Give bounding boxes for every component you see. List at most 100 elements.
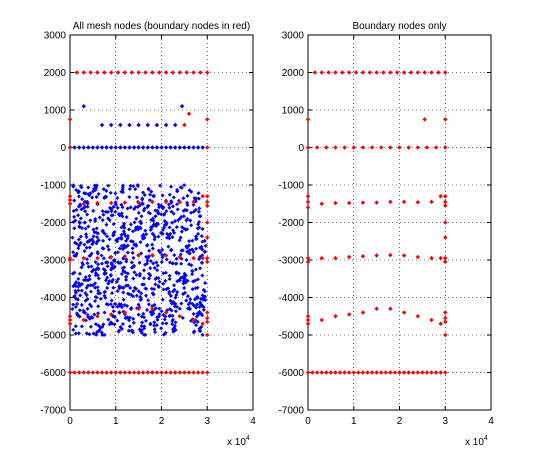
y-tick-label: -6000: [278, 368, 304, 379]
data-point: [424, 145, 430, 150]
y-tick-label: -4000: [278, 293, 304, 304]
data-point: [76, 288, 81, 293]
x-tick-label: 2: [397, 416, 403, 427]
data-point: [136, 122, 141, 128]
data-point: [102, 70, 107, 75]
data-point: [168, 370, 173, 375]
data-point: [202, 238, 207, 243]
data-point: [97, 215, 102, 220]
data-point: [305, 199, 311, 205]
data-point: [388, 70, 393, 75]
data-point: [121, 297, 126, 302]
data-point: [205, 315, 210, 321]
data-point: [94, 183, 99, 188]
data-point: [176, 271, 181, 276]
data-point: [443, 220, 448, 225]
data-point: [369, 370, 375, 375]
data-point: [134, 195, 139, 200]
data-point: [103, 278, 108, 283]
data-point: [148, 259, 153, 264]
data-point: [374, 70, 379, 75]
data-point: [175, 187, 180, 192]
data-point: [148, 227, 153, 232]
data-point: [88, 324, 93, 329]
data-point: [443, 194, 448, 199]
data-point: [169, 184, 174, 189]
data-point: [192, 297, 197, 302]
data-point: [200, 273, 205, 278]
data-point: [83, 278, 88, 283]
data-point: [91, 331, 96, 336]
data-point: [200, 303, 205, 308]
data-point: [201, 307, 206, 312]
data-point: [82, 220, 87, 225]
data-point: [99, 122, 105, 128]
data-point: [167, 314, 172, 319]
data-point: [163, 70, 169, 75]
data-point: [87, 245, 92, 250]
data-point: [173, 328, 178, 333]
data-point: [333, 370, 338, 375]
data-point: [72, 370, 77, 375]
data-point: [152, 237, 157, 242]
data-point: [324, 370, 329, 375]
data-point: [130, 246, 135, 251]
data-point: [142, 324, 147, 329]
data-point: [195, 285, 200, 290]
data-point: [169, 301, 174, 306]
data-point: [381, 70, 386, 75]
data-point: [140, 320, 145, 325]
data-point: [127, 194, 132, 199]
data-point: [130, 239, 135, 244]
data-point: [73, 304, 78, 309]
data-point: [198, 300, 203, 305]
data-point: [198, 70, 203, 75]
data-point: [83, 310, 88, 315]
data-point: [203, 249, 208, 254]
data-point: [131, 370, 137, 375]
data-point: [131, 316, 136, 321]
data-point: [191, 330, 196, 335]
data-point: [72, 282, 77, 287]
data-point: [93, 217, 98, 222]
data-point: [117, 284, 122, 289]
data-point: [177, 200, 182, 205]
data-point: [179, 248, 184, 253]
data-point: [71, 183, 76, 188]
data-point: [172, 253, 177, 258]
data-point: [188, 297, 193, 302]
data-point: [175, 290, 180, 295]
data-point: [337, 370, 343, 375]
data-point: [374, 370, 379, 375]
data-point: [406, 145, 411, 150]
y-tick-label: 1000: [282, 106, 305, 117]
data-point: [133, 227, 138, 232]
data-point: [77, 225, 82, 230]
data-point: [103, 289, 108, 294]
data-point: [174, 225, 179, 230]
data-point: [185, 193, 190, 198]
chart-title: Boundary nodes only: [353, 21, 447, 32]
data-point: [154, 145, 160, 150]
data-point: [186, 243, 191, 248]
data-point: [388, 306, 393, 311]
data-point: [145, 308, 150, 313]
data-point: [388, 145, 393, 150]
data-point: [76, 189, 81, 194]
data-point: [89, 304, 94, 309]
data-point: [172, 230, 177, 235]
data-point: [99, 145, 105, 150]
data-point: [156, 211, 161, 216]
data-point: [191, 311, 196, 316]
data-point: [185, 245, 190, 250]
data-point: [145, 243, 150, 248]
data-point: [150, 306, 155, 311]
data-point: [167, 289, 172, 294]
data-point: [145, 145, 150, 150]
data-point: [131, 276, 136, 281]
y-tick-label: 2000: [282, 68, 305, 79]
data-point: [136, 200, 141, 205]
data-point: [67, 194, 73, 199]
data-point: [156, 234, 161, 239]
data-point: [342, 145, 347, 150]
